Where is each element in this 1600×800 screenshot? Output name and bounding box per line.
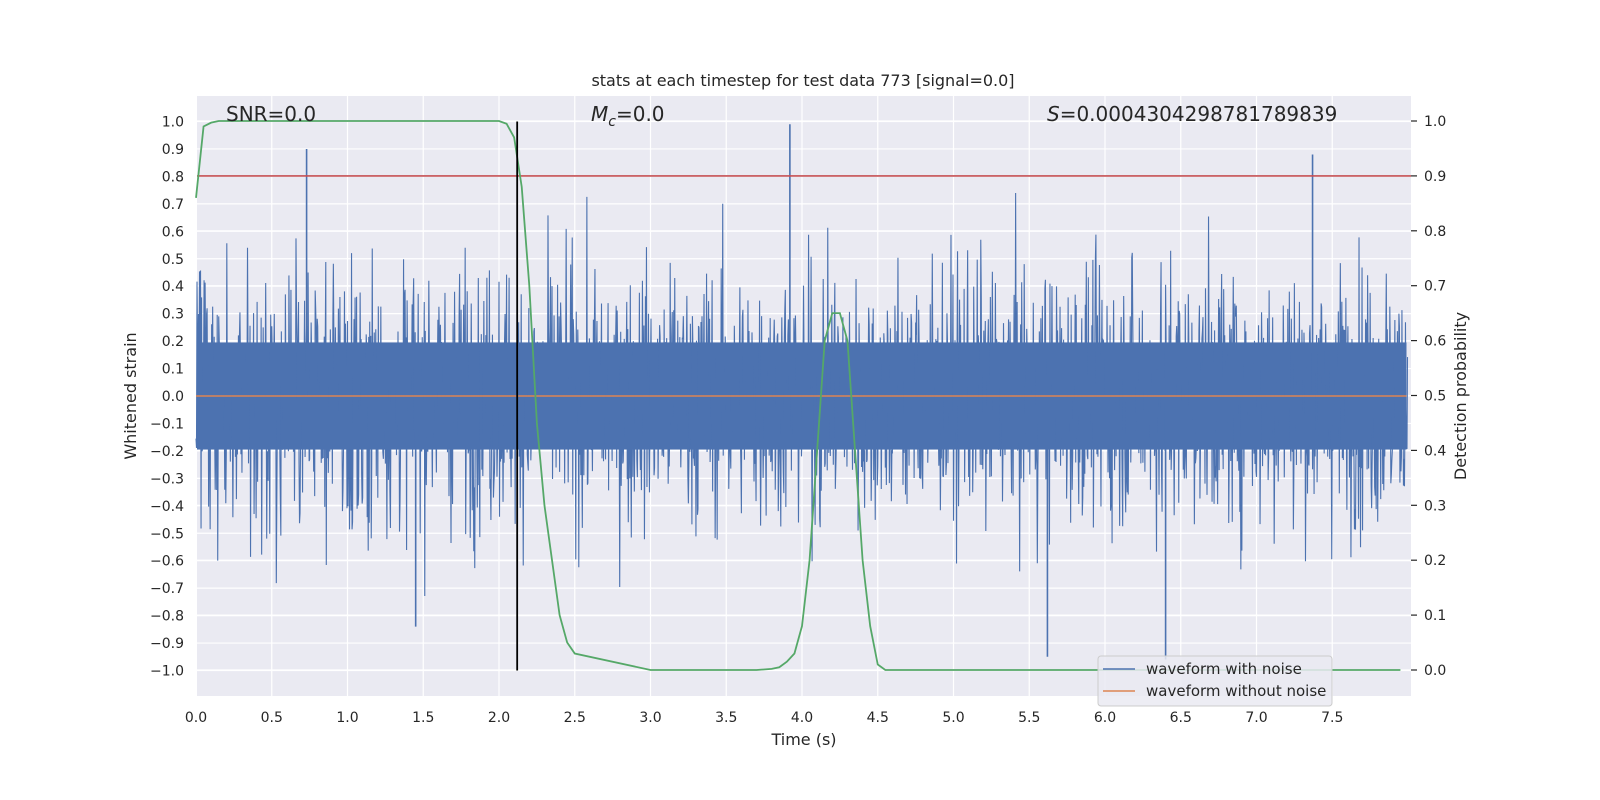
chirp-mass-symbol: M (591, 102, 608, 126)
y-right-tick-label: 0.6 (1424, 334, 1446, 350)
x-tick-label: 0.5 (261, 710, 283, 726)
y-left-tick-label: −0.9 (150, 636, 184, 652)
chart-title: stats at each timestep for test data 773… (591, 71, 1014, 90)
x-tick-label: 1.5 (412, 710, 434, 726)
s-annotation: S=0.0004304298781789839 (1047, 102, 1337, 126)
x-tick-label: 6.5 (1170, 710, 1192, 726)
x-tick-label: 4.0 (791, 710, 813, 726)
s-value: =0.0004304298781789839 (1060, 102, 1338, 126)
legend-label-noise: waveform with noise (1146, 660, 1302, 678)
y-left-tick-label: −0.8 (150, 609, 184, 625)
y-right-tick-label: 0.2 (1424, 553, 1446, 569)
x-tick-label: 7.5 (1321, 710, 1343, 726)
snr-annotation: SNR=0.0 (226, 102, 316, 126)
x-tick-label: 0.0 (185, 710, 207, 726)
y-right-tick-labels: 1.0 0.9 0.8 0.7 0.6 0.5 0.4 0.3 0.2 0.1 0.0 (1411, 114, 1446, 679)
x-tick-label: 1.0 (336, 710, 358, 726)
y-right-axis-label: Detection probability (1451, 312, 1470, 480)
x-tick-label: 2.5 (564, 710, 586, 726)
x-tick-label: 5.5 (1018, 710, 1040, 726)
y-left-tick-label: 0.9 (162, 142, 184, 158)
legend: waveform with noise waveform without noi… (1097, 655, 1333, 707)
chirp-mass-annotation: Mc=0.0 (591, 102, 665, 130)
waveform-with-noise-line (195, 192, 1409, 597)
y-right-tick-label: 1.0 (1424, 114, 1446, 130)
y-right-tick-label: 0.0 (1424, 663, 1446, 679)
legend-label-clean: waveform without noise (1146, 682, 1326, 700)
y-left-tick-labels: 1.0 0.9 0.8 0.7 0.6 0.5 0.4 0.3 0.2 0.1 0.0 −0.1 −0.… (150, 115, 184, 680)
chirp-mass-value: =0.0 (616, 102, 665, 126)
legend-box (1097, 655, 1333, 707)
x-tick-labels: 0.0 0.5 1.0 1.5 2.0 2.5 3.0 3.5 4.0 4.5 5.0 5.5 6.0 6… (185, 710, 1344, 726)
y-left-tick-label: 1.0 (162, 115, 184, 131)
y-left-tick-label: −0.1 (150, 416, 184, 432)
y-left-axis-label: Whitened strain (121, 332, 140, 459)
x-axis-label: Time (s) (770, 730, 836, 749)
y-right-tick-label: 0.1 (1424, 608, 1446, 624)
y-left-tick-label: 0.1 (162, 362, 184, 378)
y-right-tick-label: 0.7 (1424, 279, 1446, 295)
y-left-tick-label: 0.5 (162, 252, 184, 268)
y-left-tick-label: 0.7 (162, 197, 184, 213)
s-symbol: S (1047, 102, 1060, 126)
x-tick-label: 3.5 (715, 710, 737, 726)
y-left-tick-label: −0.2 (150, 444, 184, 460)
y-left-tick-label: 0.8 (162, 169, 184, 185)
y-right-tick-label: 0.4 (1424, 443, 1446, 459)
x-tick-label: 2.0 (488, 710, 510, 726)
y-left-tick-label: 0.4 (162, 279, 184, 295)
x-tick-label: 6.0 (1094, 710, 1116, 726)
y-left-tick-label: −1.0 (150, 664, 184, 680)
y-left-tick-label: 0.0 (162, 389, 184, 405)
y-left-tick-label: −0.4 (150, 499, 184, 515)
y-left-tick-label: −0.3 (150, 471, 184, 487)
overlay-lines (195, 120, 1411, 671)
y-left-tick-label: −0.6 (150, 554, 184, 570)
detection-probability-line (195, 120, 1401, 671)
y-right-tick-label: 0.3 (1424, 498, 1446, 514)
y-right-tick-label: 0.5 (1424, 389, 1446, 405)
y-left-tick-label: 0.2 (162, 334, 184, 350)
x-tick-label: 5.0 (942, 710, 964, 726)
y-left-tick-label: −0.5 (150, 526, 184, 542)
y-right-tick-label: 0.8 (1424, 224, 1446, 240)
y-left-tick-label: 0.3 (162, 307, 184, 323)
x-tick-label: 3.0 (639, 710, 661, 726)
y-left-tick-label: 0.6 (162, 224, 184, 240)
y-left-tick-label: −0.7 (150, 581, 184, 597)
chirp-mass-subscript: c (608, 114, 616, 130)
x-tick-label: 4.5 (867, 710, 889, 726)
x-tick-label: 7.0 (1245, 710, 1267, 726)
y-right-tick-label: 0.9 (1424, 169, 1446, 185)
